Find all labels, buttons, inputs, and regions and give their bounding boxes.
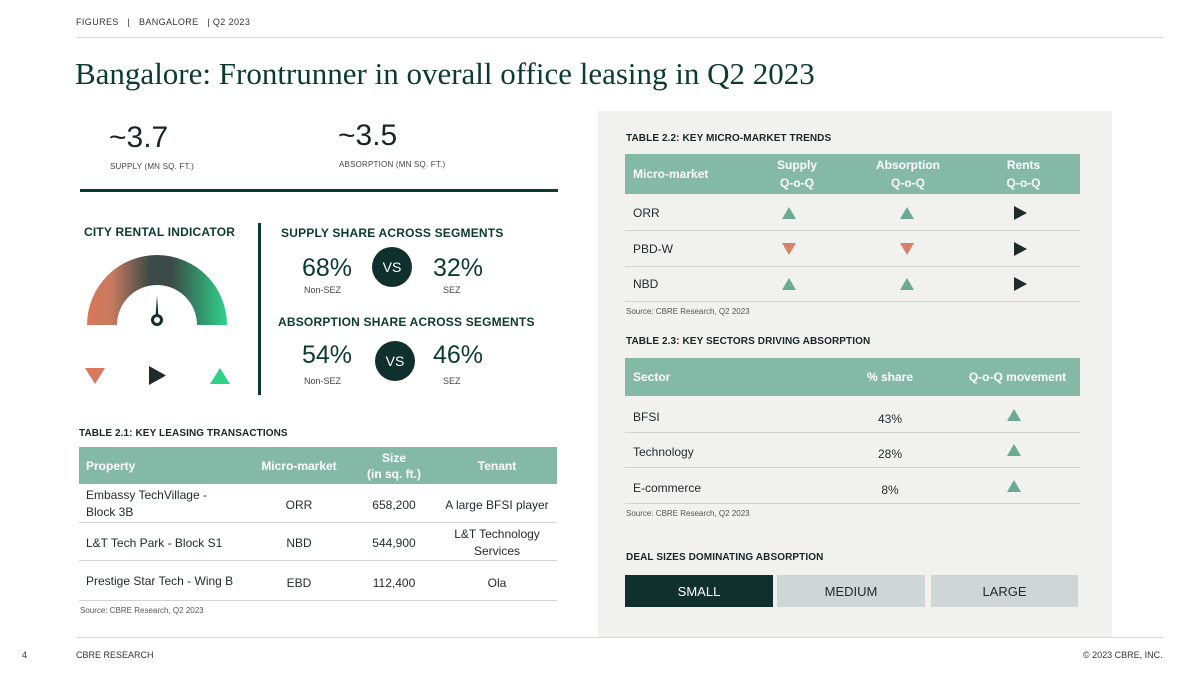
down-triangle-icon — [85, 368, 105, 384]
absorption-nonsez-label: Non-SEZ — [304, 376, 342, 386]
page-number: 4 — [22, 650, 28, 660]
row-divider — [79, 522, 557, 523]
supply-sez-value: 32% — [433, 254, 484, 282]
trend-up-icon — [779, 196, 799, 230]
table22-header-micromarket: Micro-market — [633, 167, 709, 181]
trend-up-icon — [897, 196, 917, 230]
row-divider — [625, 432, 1080, 433]
breadcrumb: FIGURES | BANGALORE | Q2 2023 — [76, 17, 251, 27]
table-row-sector: Technology — [633, 445, 694, 459]
table22-source: Source: CBRE Research, Q2 2023 — [626, 307, 750, 316]
absorption-value: ~3.5 — [338, 119, 398, 152]
footer-brand: CBRE RESEARCH — [76, 650, 154, 660]
table21-source: Source: CBRE Research, Q2 2023 — [80, 606, 204, 615]
table-row-micromarket: NBD — [633, 277, 659, 291]
absorption-share-title: ABSORPTION SHARE ACROSS SEGMENTS — [278, 315, 535, 329]
supply-share-title: SUPPLY SHARE ACROSS SEGMENTS — [281, 226, 504, 240]
table-row-size: 544,900 — [372, 536, 416, 550]
movement-up-icon — [1004, 433, 1024, 467]
table-row-tenant: L&T Technology Services — [454, 527, 540, 558]
table-row-property: Prestige Star Tech - Wing B — [86, 574, 234, 588]
table22-header: Micro-market Supply Q-o-Q Absorption Q-o… — [625, 154, 1080, 194]
bottom-divider — [76, 637, 1164, 638]
table21-header-size: Size (in sq. ft.) — [367, 450, 421, 481]
table-row-micromarket: ORR — [633, 206, 660, 220]
row-divider — [79, 600, 557, 601]
absorption-label: ABSORPTION (MN SQ. FT.) — [339, 160, 446, 169]
table23-header: Sector % share Q-o-Q movement — [625, 358, 1080, 396]
section-divider-vertical — [258, 223, 261, 395]
table-row-property: L&T Tech Park - Block S1 — [86, 536, 223, 550]
table-row-size: 112,400 — [372, 576, 416, 590]
trend-down-icon — [779, 232, 799, 266]
table-row-share: 28% — [877, 447, 903, 461]
table-row-share: 43% — [877, 412, 903, 426]
absorption-sez-label: SEZ — [443, 376, 461, 386]
table23-title: TABLE 2.3: KEY SECTORS DRIVING ABSORPTIO… — [626, 336, 871, 347]
right-triangle-icon — [149, 366, 166, 385]
absorption-nonsez-value: 54% — [302, 341, 353, 369]
table-row-tenant: A large BFSI player — [445, 498, 549, 512]
trend-down-icon — [897, 232, 917, 266]
kpi-divider — [80, 189, 558, 192]
rental-gauge — [84, 247, 230, 329]
table-row-share: 8% — [881, 483, 899, 497]
table-row-property: Embassy TechVillage - Block 3B — [86, 488, 207, 519]
trend-flat-icon — [1010, 267, 1030, 301]
movement-up-icon — [1004, 469, 1024, 503]
table21-header-tenant: Tenant — [477, 458, 517, 473]
deal-sizes-title: DEAL SIZES DOMINATING ABSORPTION — [626, 552, 824, 563]
table21-header-property: Property — [86, 458, 136, 473]
top-divider — [76, 37, 1164, 38]
table-row-size: 658,200 — [372, 498, 416, 512]
row-divider — [625, 301, 1080, 302]
table21-title: TABLE 2.1: KEY LEASING TRANSACTIONS — [79, 428, 288, 439]
table22-header-supply: Supply Q-o-Q — [776, 158, 817, 190]
table21-header-micromarket: Micro-market — [261, 458, 337, 473]
table23-header-share: % share — [866, 370, 914, 384]
page-title: Bangalore: Frontrunner in overall office… — [75, 56, 815, 91]
supply-nonsez-label: Non-SEZ — [304, 285, 342, 295]
table-row-tenant: Ola — [487, 576, 507, 590]
row-divider — [625, 467, 1080, 468]
table22-header-rents: Rents Q-o-Q — [1006, 158, 1041, 190]
absorption-sez-value: 46% — [433, 341, 484, 369]
table-row-sector: BFSI — [633, 410, 660, 424]
row-divider — [79, 560, 557, 561]
movement-up-icon — [1004, 398, 1024, 432]
table21-header: Property Micro-market Size (in sq. ft.) … — [79, 447, 557, 484]
trend-up-icon — [779, 267, 799, 301]
table-row-micromarket: PBD-W — [633, 242, 673, 256]
supply-vs-badge: VS — [372, 247, 412, 287]
supply-sez-label: SEZ — [443, 285, 461, 295]
deal-size-large: LARGE — [931, 575, 1078, 607]
table-row-micromarket: EBD — [286, 576, 312, 590]
supply-nonsez-value: 68% — [302, 254, 353, 282]
row-divider — [625, 230, 1080, 231]
table22-header-absorption: Absorption Q-o-Q — [876, 158, 940, 190]
table-row-micromarket: NBD — [286, 536, 312, 550]
row-divider — [625, 503, 1080, 504]
absorption-vs-badge: VS — [375, 341, 415, 381]
table-row-micromarket: ORR — [285, 498, 313, 512]
rental-indicator-title: CITY RENTAL INDICATOR — [84, 225, 236, 239]
supply-value: ~3.7 — [109, 121, 169, 154]
up-triangle-icon — [210, 368, 230, 384]
table23-header-movement: Q-o-Q movement — [968, 370, 1067, 384]
trend-flat-icon — [1010, 232, 1030, 266]
supply-label: SUPPLY (MN SQ. FT.) — [110, 162, 194, 171]
footer-copyright: © 2023 CBRE, INC. — [1083, 650, 1163, 660]
table22-title: TABLE 2.2: KEY MICRO-MARKET TRENDS — [626, 133, 832, 144]
table23-header-sector: Sector — [633, 370, 671, 384]
deal-size-small: SMALL — [625, 575, 773, 607]
trend-up-icon — [897, 267, 917, 301]
table-row-sector: E-commerce — [633, 481, 702, 495]
row-divider — [625, 266, 1080, 267]
trend-flat-icon — [1010, 196, 1030, 230]
deal-size-medium: MEDIUM — [777, 575, 925, 607]
table23-source: Source: CBRE Research, Q2 2023 — [626, 509, 750, 518]
